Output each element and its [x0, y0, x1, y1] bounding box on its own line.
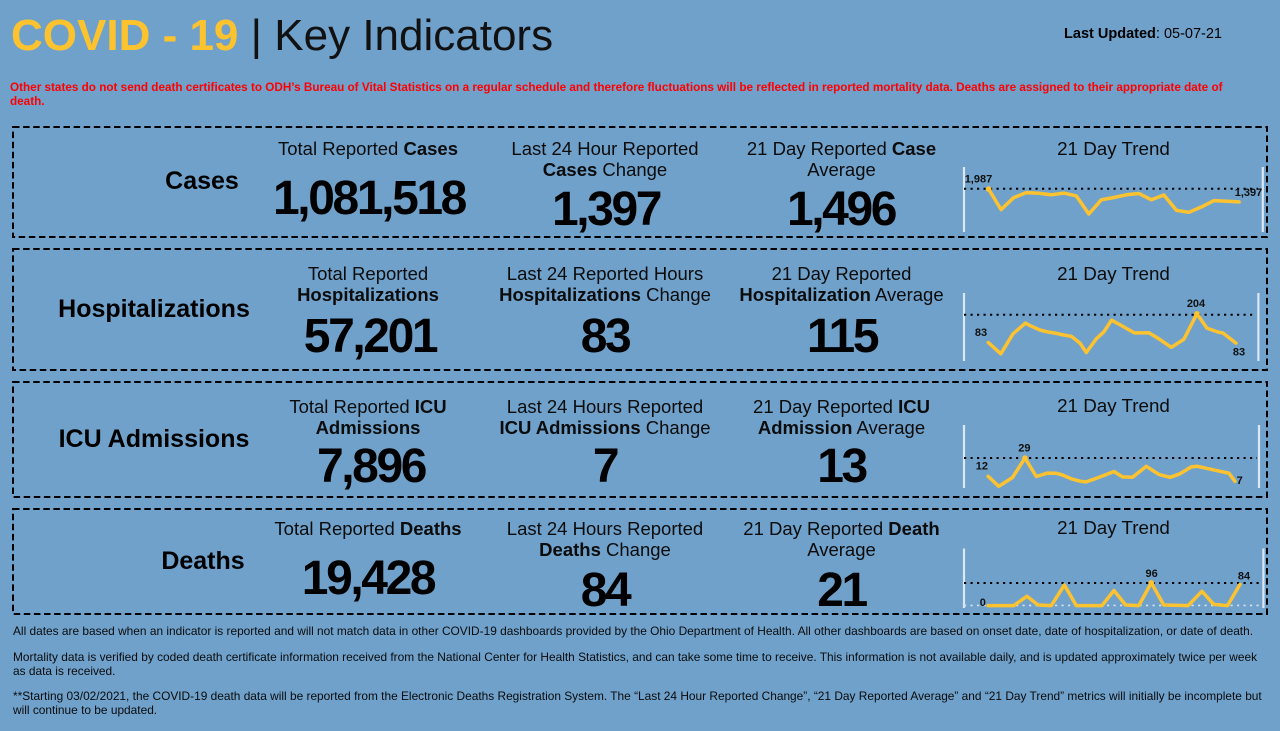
svg-text:83: 83 — [975, 327, 987, 339]
svg-text:84: 84 — [1238, 571, 1251, 583]
svg-text:29: 29 — [1018, 443, 1030, 455]
svg-text:7: 7 — [1237, 475, 1243, 487]
svg-text:83: 83 — [1233, 347, 1245, 359]
svg-text:12: 12 — [976, 460, 988, 472]
svg-text:204: 204 — [1187, 298, 1206, 310]
svg-text:1,987: 1,987 — [965, 174, 993, 186]
svg-text:1,397: 1,397 — [1235, 187, 1263, 199]
svg-text:96: 96 — [1145, 568, 1157, 580]
svg-text:0: 0 — [980, 597, 986, 609]
